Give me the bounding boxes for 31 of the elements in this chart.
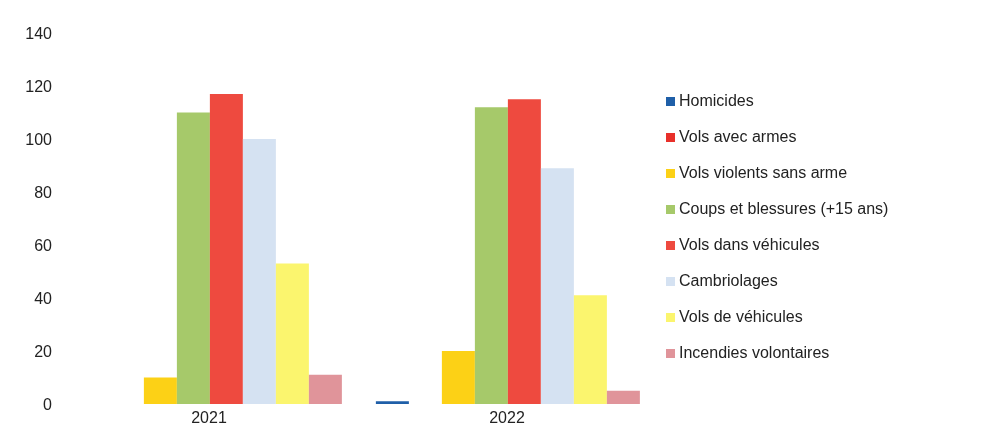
bar [242, 139, 276, 404]
bar [540, 168, 574, 404]
legend-label: Incendies volontaires [679, 344, 830, 361]
legend-label: Vols dans véhicules [679, 236, 820, 253]
bar [573, 295, 607, 404]
bar [375, 401, 409, 404]
bar [441, 351, 475, 404]
bar [308, 374, 342, 404]
bar [209, 93, 243, 404]
x-tick-label: 2021 [191, 409, 227, 427]
bar [606, 390, 640, 404]
y-tick-label: 120 [25, 77, 53, 95]
legend-label: Vols de véhicules [679, 308, 803, 325]
legend-label: Cambriolages [679, 272, 778, 289]
bar [474, 107, 508, 404]
y-tick-label: 100 [25, 130, 53, 148]
legend-label: Vols avec armes [679, 128, 797, 145]
y-tick-label: 80 [34, 183, 53, 201]
y-tick-label: 40 [34, 289, 53, 307]
y-tick-label: 20 [34, 342, 53, 360]
y-tick-label: 60 [34, 236, 53, 254]
legend-label: Homicides [679, 92, 754, 109]
bar [176, 112, 210, 404]
bar [275, 263, 309, 404]
bar [507, 99, 541, 404]
bar [143, 377, 177, 404]
y-tick-label: 0 [43, 395, 53, 413]
legend-label: Vols violents sans arme [679, 164, 848, 181]
legend-label: Coups et blessures (+15 ans) [679, 200, 889, 217]
x-tick-label: 2022 [489, 409, 525, 427]
y-tick-label: 140 [25, 24, 53, 42]
